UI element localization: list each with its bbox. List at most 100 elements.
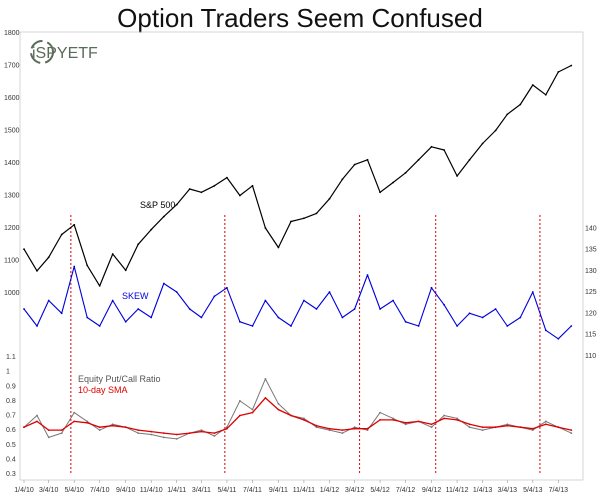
skew-point: [239, 320, 241, 323]
sp500-point: [341, 178, 344, 181]
putcall-point: [506, 423, 509, 426]
x-tick-label: 5/4/11: [217, 487, 236, 494]
putcall-point: [213, 435, 216, 437]
x-tick-label: 1/4/10: [14, 487, 34, 494]
plot-frame: [19, 31, 584, 481]
x-tick-label: 9/4/11: [269, 487, 288, 494]
putcall-point: [481, 429, 484, 431]
putcall-point: [277, 402, 280, 405]
skew-point: [494, 308, 497, 310]
putcall-tick-label: 1.1: [6, 354, 16, 361]
sp500-point: [456, 175, 458, 177]
skew-point: [98, 325, 101, 327]
putcall-point: [86, 420, 89, 423]
sp500-point: [404, 171, 407, 174]
sma-point: [353, 427, 356, 430]
skew-point: [290, 325, 292, 327]
sp500-point: [417, 158, 420, 161]
skew-point: [111, 299, 114, 302]
skew-line: [23, 265, 572, 340]
putcall-point: [137, 432, 140, 434]
sma-point: [23, 426, 25, 429]
putcall-line: [23, 378, 572, 440]
sma-point: [60, 429, 63, 431]
putcall-point: [98, 429, 101, 431]
putcall-point: [73, 411, 76, 414]
skew-point: [213, 295, 216, 298]
putcall-point: [47, 436, 50, 439]
putcall-tick-label: 0.6: [6, 427, 16, 434]
sp500-point: [506, 113, 509, 116]
skew-point: [36, 325, 38, 327]
sp500-point: [277, 246, 280, 249]
skew-point: [570, 325, 573, 327]
sp500-point: [47, 256, 50, 259]
skew-point: [226, 286, 228, 289]
x-tick-label: 7/4/11: [243, 487, 262, 494]
putcall-point: [200, 429, 203, 431]
sma-point: [570, 429, 573, 431]
event-lines: [70, 215, 541, 474]
sp500-point: [392, 181, 394, 184]
sp500-point: [73, 223, 76, 226]
putcall-point: [379, 411, 381, 414]
sp500-point: [200, 191, 203, 194]
putcall-tick-label: 0.3: [6, 471, 16, 478]
skew-point: [188, 308, 191, 310]
skew-point: [456, 325, 458, 327]
sp500-tick-label: 1200: [4, 225, 20, 232]
skew-point: [303, 299, 305, 302]
putcall-point: [353, 426, 356, 429]
x-tick-label: 3/4/13: [498, 487, 518, 494]
skew-point: [557, 337, 560, 340]
sma-line: [23, 397, 572, 436]
sp500-point: [315, 212, 318, 215]
skew-tick-label: 130: [585, 268, 597, 275]
putcall-point: [36, 414, 38, 417]
x-tick-label: 1/4/11: [167, 487, 186, 494]
sp500-point: [303, 217, 305, 220]
chart-title: Option Traders Seem Confused: [117, 3, 483, 33]
sp500-point: [531, 84, 534, 86]
sp500-point: [443, 149, 445, 151]
sp500-point: [111, 253, 114, 255]
sma-point: [213, 432, 216, 434]
skew-point: [341, 316, 344, 319]
sma-point: [47, 429, 50, 431]
putcall-point: [544, 420, 547, 423]
sp500-point: [570, 64, 573, 67]
skew-label: SKEW: [122, 291, 149, 301]
sp500-point: [481, 142, 484, 145]
putcall-point: [404, 423, 407, 426]
sma-point: [443, 417, 445, 420]
sp500-point: [213, 184, 216, 187]
sp500-tick-label: 1500: [4, 128, 20, 135]
skew-tick-label: 115: [585, 332, 596, 339]
skew-point: [73, 265, 76, 268]
skew-point: [264, 299, 267, 302]
sp500-point: [251, 184, 254, 187]
sp500-point: [150, 228, 153, 231]
sma-point: [417, 420, 420, 423]
skew-point: [443, 303, 445, 306]
skew-point: [162, 282, 165, 285]
sma-point: [111, 424, 114, 427]
skew-point: [251, 325, 254, 327]
sp500-tick-label: 1100: [4, 258, 19, 265]
skew-point: [315, 308, 318, 310]
sp500-point: [162, 215, 165, 218]
skew-point: [417, 325, 420, 327]
sp500-label: S&P 500: [140, 200, 175, 210]
sp500-point: [239, 194, 241, 197]
sma-point: [73, 420, 76, 423]
x-tick-label: 11/4/11: [293, 487, 315, 494]
skew-point: [366, 274, 369, 276]
sma-point: [366, 427, 369, 430]
sma-point: [303, 419, 305, 421]
skew-point: [404, 320, 407, 323]
putcall-point: [264, 378, 267, 380]
x-tick-label: 7/4/13: [549, 487, 569, 494]
x-tick-label: 1/4/13: [473, 487, 493, 494]
putcall-tick-label: 0.8: [6, 398, 16, 405]
sma-point: [290, 414, 292, 417]
